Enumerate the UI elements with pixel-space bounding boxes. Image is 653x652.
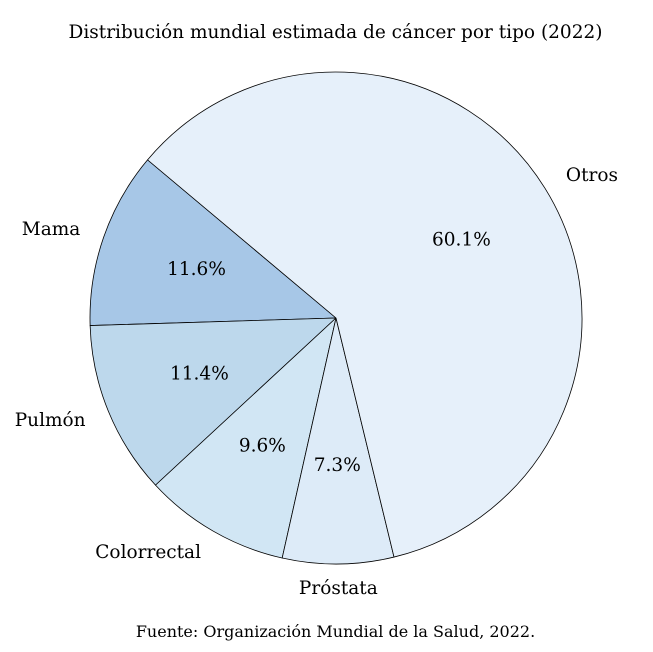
pie-category-label-prostata: Próstata [299,578,378,599]
pie-slice-pulmon [89,317,337,486]
pie-percent-label-mama: 11.6% [167,259,226,280]
pie-percent-label-colorrectal: 9.6% [239,435,286,456]
pie-category-label-mama: Mama [22,219,81,240]
pie-slice-prostata [281,317,395,565]
pie-category-label-colorrectal: Colorrectal [95,542,201,563]
pie-category-labels: Mama Pulmón Colorrectal Próstata Otros [15,165,618,599]
pie-slice-colorrectal [155,317,337,559]
chart-source-note: Fuente: Organización Mundial de la Salud… [135,622,536,641]
chart-title: Distribución mundial estimada de cáncer … [68,22,603,43]
pie-slice-mama [89,159,337,326]
pie-percent-labels: 11.6% 11.4% 9.6% 7.3% 60.1% [167,230,491,476]
pie-percent-label-prostata: 7.3% [314,455,361,476]
pie-category-label-pulmon: Pulmón [15,410,86,431]
pie-slice-otros [147,71,583,558]
pie-percent-label-pulmon: 11.4% [170,363,229,384]
pie-category-label-otros: Otros [566,165,618,186]
pie-slices [89,71,583,565]
pie-percent-label-otros: 60.1% [432,230,491,251]
